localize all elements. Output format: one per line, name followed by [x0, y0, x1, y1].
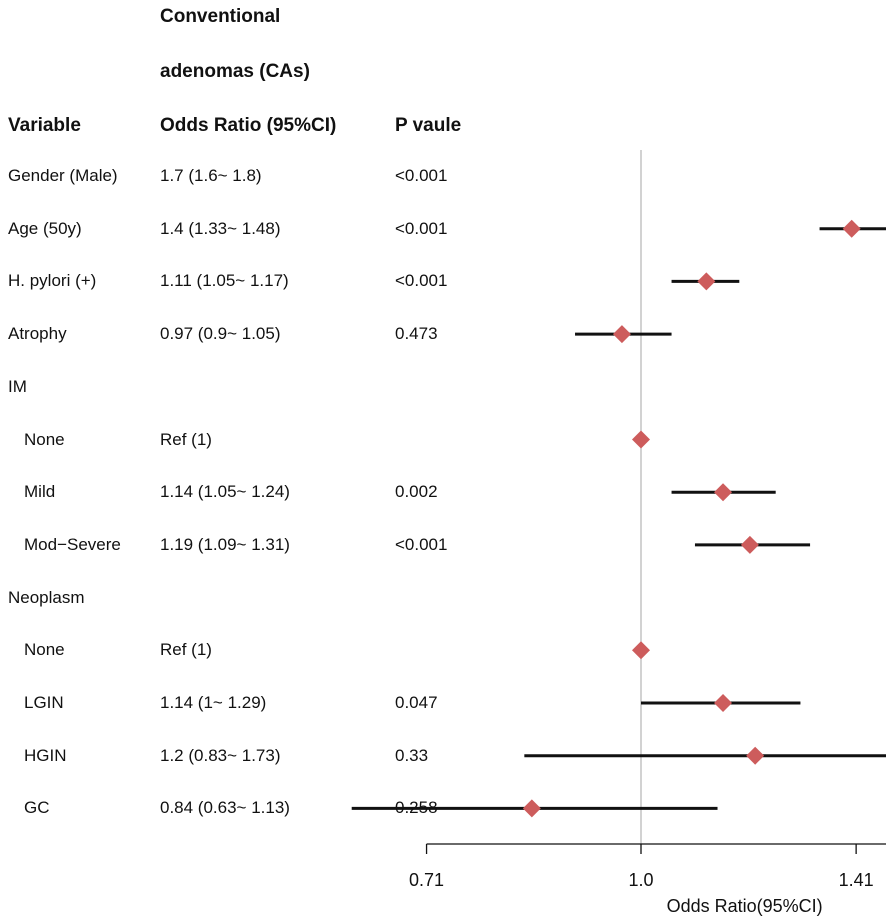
row-p-value: <0.001 [395, 271, 448, 290]
x-axis-title: Odds Ratio(95%CI) [667, 896, 823, 916]
odds-ratio-marker [632, 430, 650, 449]
row-variable-label: Mild [24, 482, 56, 501]
odds-ratio-marker [714, 694, 733, 712]
row-p-value: <0.001 [395, 166, 448, 185]
odds-ratio-marker [746, 746, 765, 765]
row-odds-ratio-text: 0.84 (0.63~ 1.13) [160, 798, 290, 817]
x-tick-label: 0.71 [409, 870, 444, 890]
row-variable-label: Gender (Male) [8, 166, 118, 185]
odds-ratio-marker [697, 272, 716, 291]
row-odds-ratio-text: Ref (1) [160, 430, 212, 449]
odds-ratio-marker [632, 641, 650, 660]
row-p-value: <0.001 [395, 535, 448, 554]
row-p-value: 0.473 [395, 324, 438, 343]
odds-ratio-marker [612, 325, 631, 344]
x-tick-label: 1.0 [628, 870, 653, 890]
row-p-value: 0.047 [395, 693, 438, 712]
row-variable-label: None [24, 640, 65, 659]
row-odds-ratio-text: 1.4 (1.33~ 1.48) [160, 219, 281, 238]
row-variable-label: Age (50y) [8, 219, 82, 238]
row-odds-ratio-text: 0.97 (0.9~ 1.05) [160, 324, 281, 343]
x-tick-label: 1.41 [839, 870, 874, 890]
row-variable-label: LGIN [24, 693, 64, 712]
row-p-value: 0.002 [395, 482, 438, 501]
row-variable-label: GC [24, 798, 50, 817]
odds-ratio-marker [522, 799, 541, 818]
header-variable: Variable [8, 115, 81, 136]
row-variable-label: IM [8, 377, 27, 396]
row-odds-ratio-text: 1.11 (1.05~ 1.17) [160, 271, 289, 290]
row-odds-ratio-text: 1.7 (1.6~ 1.8) [160, 166, 262, 185]
odds-ratio-marker [842, 219, 861, 238]
row-variable-label: Neoplasm [8, 588, 85, 607]
row-variable-label: Atrophy [8, 324, 67, 343]
row-odds-ratio-text: 1.14 (1~ 1.29) [160, 693, 267, 712]
row-odds-ratio-text: 1.19 (1.09~ 1.31) [160, 535, 290, 554]
row-variable-label: None [24, 430, 65, 449]
group-title-line1: Conventional [160, 6, 281, 27]
row-variable-label: Mod−Severe [24, 535, 121, 554]
row-odds-ratio-text: Ref (1) [160, 640, 212, 659]
row-odds-ratio-text: 1.14 (1.05~ 1.24) [160, 482, 290, 501]
odds-ratio-marker [740, 535, 759, 554]
row-odds-ratio-text: 1.2 (0.83~ 1.73) [160, 746, 281, 765]
row-variable-label: HGIN [24, 746, 67, 765]
row-p-value: <0.001 [395, 219, 448, 238]
row-p-value: 0.33 [395, 746, 429, 765]
header-p-value: P vaule [395, 115, 462, 136]
row-variable-label: H. pylori (+) [8, 271, 97, 290]
header-odds-ratio: Odds Ratio (95%CI) [160, 115, 337, 136]
odds-ratio-marker [714, 483, 733, 502]
group-title-line2: adenomas (CAs) [160, 61, 310, 82]
